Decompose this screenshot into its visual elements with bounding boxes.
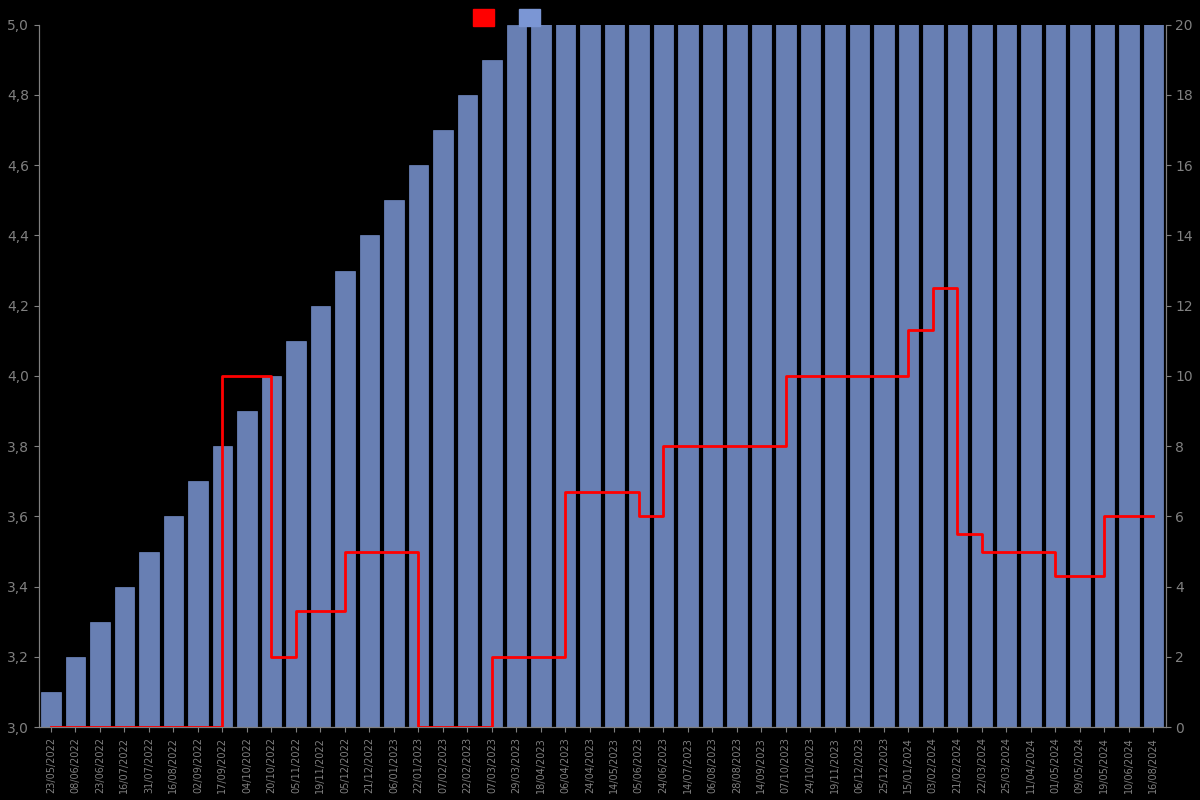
Bar (188, 482, 208, 727)
Bar (1070, 0, 1090, 727)
Bar (580, 0, 600, 727)
Bar (457, 95, 478, 727)
Bar (727, 0, 746, 727)
Bar (800, 0, 820, 727)
Bar (1021, 0, 1040, 727)
Bar (899, 0, 918, 727)
Bar (1144, 0, 1163, 727)
Bar (532, 0, 551, 727)
Bar (66, 657, 85, 727)
Bar (776, 0, 796, 727)
Bar (262, 376, 281, 727)
Bar (311, 306, 330, 727)
Bar (751, 0, 772, 727)
Bar (433, 130, 452, 727)
Bar (702, 0, 722, 727)
Bar (506, 25, 526, 727)
Bar (678, 0, 697, 727)
Bar (923, 0, 943, 727)
Bar (139, 551, 158, 727)
Bar (286, 341, 306, 727)
Bar (850, 0, 869, 727)
Bar (972, 0, 991, 727)
Bar (1094, 0, 1114, 727)
Bar (556, 0, 575, 727)
Bar (1120, 0, 1139, 727)
Bar (1045, 0, 1066, 727)
Bar (163, 517, 184, 727)
Bar (360, 235, 379, 727)
Bar (212, 446, 233, 727)
Bar (482, 60, 502, 727)
Bar (654, 0, 673, 727)
Bar (605, 0, 624, 727)
Bar (41, 692, 61, 727)
Bar (238, 411, 257, 727)
Bar (384, 200, 403, 727)
Legend: , : , (468, 3, 557, 31)
Bar (874, 0, 894, 727)
Bar (826, 0, 845, 727)
Bar (408, 165, 428, 727)
Bar (996, 0, 1016, 727)
Bar (90, 622, 109, 727)
Bar (948, 0, 967, 727)
Bar (629, 0, 649, 727)
Bar (115, 586, 134, 727)
Bar (335, 270, 355, 727)
